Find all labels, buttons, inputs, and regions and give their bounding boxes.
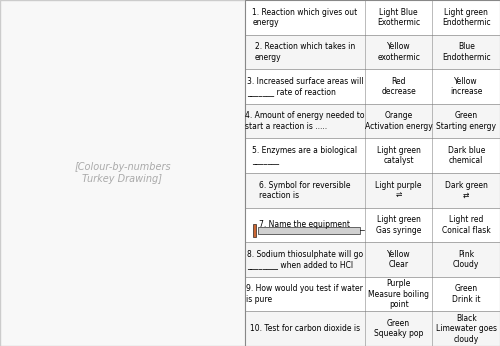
- Text: 7. Name the equipment: 7. Name the equipment: [260, 220, 350, 229]
- Bar: [245, 138, 500, 173]
- Text: 4. Amount of energy needed to
start a reaction is .....: 4. Amount of energy needed to start a re…: [245, 111, 364, 131]
- Bar: [245, 35, 500, 69]
- Text: Orange
Activation energy: Orange Activation energy: [365, 111, 432, 131]
- Text: Green
Starting energy: Green Starting energy: [436, 111, 496, 131]
- Text: Green
Drink it: Green Drink it: [452, 284, 480, 304]
- Text: Light red
Conical flask: Light red Conical flask: [442, 215, 490, 235]
- Bar: [245, 104, 500, 138]
- Text: [Colour-by-numbers
Turkey Drawing]: [Colour-by-numbers Turkey Drawing]: [74, 162, 171, 184]
- Text: 2. Reaction which takes in
energy: 2. Reaction which takes in energy: [255, 42, 355, 62]
- Text: Yellow
exothermic: Yellow exothermic: [377, 42, 420, 62]
- Bar: [245, 242, 500, 277]
- Text: Light green
Gas syringe: Light green Gas syringe: [376, 215, 422, 235]
- Bar: [245, 277, 500, 311]
- Bar: [245, 208, 500, 242]
- Bar: [245, 311, 500, 346]
- Text: 3. Increased surface areas will
_______ rate of reaction: 3. Increased surface areas will _______ …: [246, 77, 363, 96]
- Text: 9. How would you test if water
is pure: 9. How would you test if water is pure: [246, 284, 364, 304]
- Text: Light green
catalyst: Light green catalyst: [376, 146, 420, 165]
- Text: 6. Symbol for reversible
reaction is: 6. Symbol for reversible reaction is: [259, 181, 350, 200]
- Text: Red
decrease: Red decrease: [382, 77, 416, 96]
- Text: Light Blue
Exothermic: Light Blue Exothermic: [377, 8, 420, 27]
- Text: 5. Enzymes are a biological
_______: 5. Enzymes are a biological _______: [252, 146, 358, 165]
- Bar: [245, 0, 500, 35]
- Text: Black
Limewater goes
cloudy: Black Limewater goes cloudy: [436, 314, 496, 344]
- Text: Dark green
⇄: Dark green ⇄: [445, 181, 488, 200]
- Text: Dark blue
chemical: Dark blue chemical: [448, 146, 485, 165]
- Bar: [245, 173, 500, 208]
- Text: Purple
Measure boiling
point: Purple Measure boiling point: [368, 279, 429, 309]
- Bar: [252, 224, 256, 237]
- Text: 10. Test for carbon dioxide is: 10. Test for carbon dioxide is: [250, 324, 360, 333]
- Text: Pink
Cloudy: Pink Cloudy: [453, 250, 479, 269]
- Bar: [245, 69, 500, 104]
- Text: Yellow
Clear: Yellow Clear: [387, 250, 410, 269]
- Text: 1. Reaction which gives out
energy: 1. Reaction which gives out energy: [252, 8, 358, 27]
- Text: Green
Squeaky pop: Green Squeaky pop: [374, 319, 424, 338]
- Text: Yellow
increase: Yellow increase: [450, 77, 482, 96]
- Text: Light green
Endothermic: Light green Endothermic: [442, 8, 490, 27]
- Bar: [258, 227, 360, 234]
- Text: Light purple
⇌: Light purple ⇌: [376, 181, 422, 200]
- Text: 8. Sodium thiosulphate will go
________ when added to HCl: 8. Sodium thiosulphate will go ________ …: [247, 250, 363, 269]
- Text: Blue
Endothermic: Blue Endothermic: [442, 42, 490, 62]
